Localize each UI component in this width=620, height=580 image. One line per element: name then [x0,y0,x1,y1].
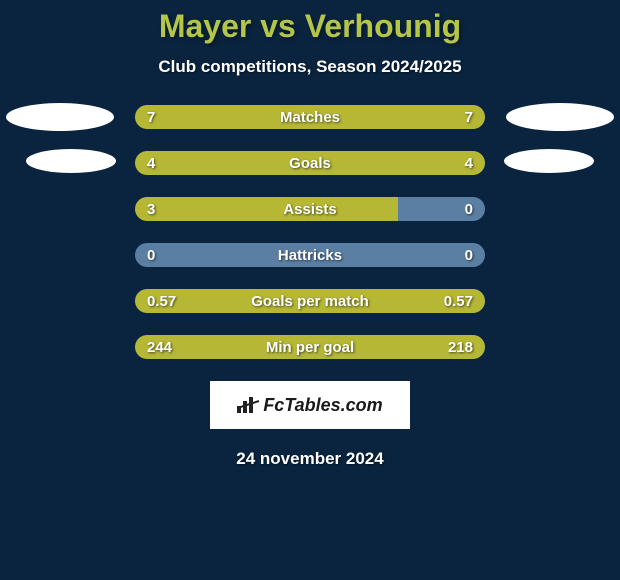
stat-label: Hattricks [135,243,485,267]
page-title: Mayer vs Verhounig [0,8,620,45]
bar-fill-left [135,335,321,359]
bar-fill-right [310,105,485,129]
stat-row: 0.57 Goals per match 0.57 [135,289,485,313]
bar-fill-left [135,289,310,313]
snapshot-date: 24 november 2024 [0,449,620,469]
bar-fill-right [310,289,485,313]
bar-chart-icon [237,397,259,413]
stats-rows: 7 Matches 7 4 Goals 4 3 Assists 0 [0,105,620,359]
player-marker-left-2 [26,149,116,173]
stat-row: 7 Matches 7 [135,105,485,129]
bar-fill-right [321,335,486,359]
player-marker-right-2 [504,149,594,173]
stat-value-left: 0 [147,243,155,267]
bar-fill-left [135,105,310,129]
bar-fill-right [310,151,485,175]
player-marker-left-1 [6,103,114,131]
stat-row: 3 Assists 0 [135,197,485,221]
stat-value-right: 0 [465,197,473,221]
bar-fill-left [135,197,398,221]
stat-row: 4 Goals 4 [135,151,485,175]
stat-row: 244 Min per goal 218 [135,335,485,359]
stat-value-right: 0 [465,243,473,267]
logo-text: FcTables.com [263,395,382,416]
player-marker-right-1 [506,103,614,131]
bar-fill-left [135,151,310,175]
page-subtitle: Club competitions, Season 2024/2025 [0,57,620,77]
stat-row: 0 Hattricks 0 [135,243,485,267]
fctables-logo[interactable]: FcTables.com [210,381,410,429]
